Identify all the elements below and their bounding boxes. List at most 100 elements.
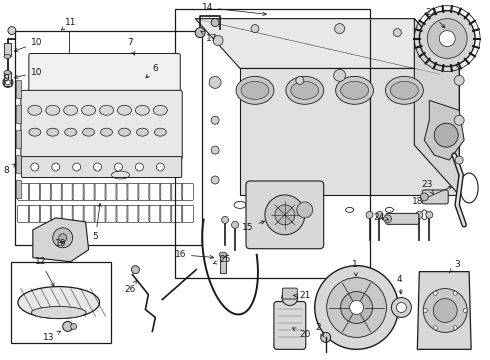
Text: 8: 8 bbox=[3, 164, 16, 175]
Text: 25: 25 bbox=[214, 255, 231, 264]
Circle shape bbox=[211, 116, 219, 124]
Circle shape bbox=[426, 211, 433, 219]
Circle shape bbox=[327, 278, 387, 337]
Circle shape bbox=[251, 24, 259, 32]
Bar bbox=[175, 9, 369, 278]
FancyBboxPatch shape bbox=[246, 181, 324, 249]
Polygon shape bbox=[240, 68, 459, 195]
Bar bbox=[16, 130, 21, 148]
Circle shape bbox=[211, 19, 219, 27]
Circle shape bbox=[454, 75, 464, 85]
Text: 5: 5 bbox=[93, 203, 101, 241]
Circle shape bbox=[131, 266, 140, 274]
Circle shape bbox=[423, 309, 427, 312]
Bar bbox=[15, 31, 202, 245]
Bar bbox=[220, 255, 226, 273]
FancyBboxPatch shape bbox=[21, 90, 182, 159]
Text: 16: 16 bbox=[174, 250, 214, 259]
FancyBboxPatch shape bbox=[29, 54, 180, 92]
Text: 18: 18 bbox=[412, 186, 452, 206]
Bar bbox=[4, 72, 11, 86]
Text: 7: 7 bbox=[127, 38, 135, 55]
Ellipse shape bbox=[119, 128, 130, 136]
Circle shape bbox=[265, 195, 305, 235]
Circle shape bbox=[195, 28, 205, 37]
Ellipse shape bbox=[99, 105, 114, 115]
Ellipse shape bbox=[47, 128, 59, 136]
Text: 20: 20 bbox=[293, 328, 311, 339]
Circle shape bbox=[59, 234, 67, 242]
FancyBboxPatch shape bbox=[422, 190, 448, 204]
Circle shape bbox=[221, 216, 228, 223]
Circle shape bbox=[115, 163, 122, 171]
Circle shape bbox=[213, 36, 223, 45]
Circle shape bbox=[463, 309, 467, 312]
Circle shape bbox=[315, 266, 398, 349]
Polygon shape bbox=[195, 19, 459, 68]
Circle shape bbox=[376, 211, 383, 219]
Polygon shape bbox=[424, 100, 464, 160]
Circle shape bbox=[433, 326, 437, 330]
Text: 24: 24 bbox=[374, 213, 389, 222]
Circle shape bbox=[439, 31, 455, 46]
Text: 10: 10 bbox=[14, 38, 43, 51]
Circle shape bbox=[396, 302, 406, 312]
Bar bbox=[11, 262, 111, 343]
Bar bbox=[16, 155, 21, 173]
Ellipse shape bbox=[118, 105, 131, 115]
Text: 22: 22 bbox=[426, 8, 445, 28]
Text: 14: 14 bbox=[201, 3, 266, 15]
Text: 4: 4 bbox=[396, 275, 402, 294]
Circle shape bbox=[454, 115, 464, 125]
Circle shape bbox=[71, 323, 76, 329]
Circle shape bbox=[433, 298, 457, 323]
Circle shape bbox=[443, 35, 455, 46]
Ellipse shape bbox=[64, 105, 77, 115]
Circle shape bbox=[341, 292, 372, 323]
Ellipse shape bbox=[391, 81, 418, 99]
Text: 9: 9 bbox=[3, 74, 9, 83]
Bar bbox=[4, 42, 11, 57]
Ellipse shape bbox=[154, 128, 166, 136]
Ellipse shape bbox=[18, 287, 99, 319]
Text: 1: 1 bbox=[352, 260, 357, 276]
FancyBboxPatch shape bbox=[386, 213, 419, 224]
Text: 23: 23 bbox=[421, 180, 434, 194]
Circle shape bbox=[392, 298, 412, 318]
Circle shape bbox=[297, 202, 313, 218]
Ellipse shape bbox=[153, 105, 167, 115]
Circle shape bbox=[3, 77, 13, 87]
Circle shape bbox=[416, 211, 423, 219]
Ellipse shape bbox=[4, 71, 11, 75]
Circle shape bbox=[366, 211, 373, 219]
Text: 13: 13 bbox=[43, 331, 60, 342]
FancyBboxPatch shape bbox=[282, 288, 297, 299]
Circle shape bbox=[8, 27, 16, 35]
Text: 11: 11 bbox=[61, 18, 76, 30]
Ellipse shape bbox=[336, 76, 373, 104]
Circle shape bbox=[211, 176, 219, 184]
Circle shape bbox=[335, 24, 344, 33]
Circle shape bbox=[453, 326, 457, 330]
FancyBboxPatch shape bbox=[274, 302, 306, 349]
Bar bbox=[16, 105, 21, 123]
Text: 3: 3 bbox=[449, 260, 460, 273]
Ellipse shape bbox=[46, 105, 60, 115]
Ellipse shape bbox=[82, 105, 96, 115]
Circle shape bbox=[434, 123, 458, 147]
Text: 6: 6 bbox=[146, 64, 158, 78]
Circle shape bbox=[423, 289, 467, 332]
Circle shape bbox=[211, 146, 219, 154]
Ellipse shape bbox=[28, 105, 42, 115]
Bar bbox=[16, 180, 21, 198]
Circle shape bbox=[419, 11, 475, 67]
Circle shape bbox=[94, 163, 101, 171]
Circle shape bbox=[349, 301, 364, 315]
Circle shape bbox=[321, 332, 331, 342]
Circle shape bbox=[296, 76, 304, 84]
Circle shape bbox=[393, 28, 401, 37]
Ellipse shape bbox=[386, 76, 423, 104]
Text: 15: 15 bbox=[242, 221, 265, 232]
Circle shape bbox=[282, 289, 298, 306]
Polygon shape bbox=[417, 272, 471, 349]
